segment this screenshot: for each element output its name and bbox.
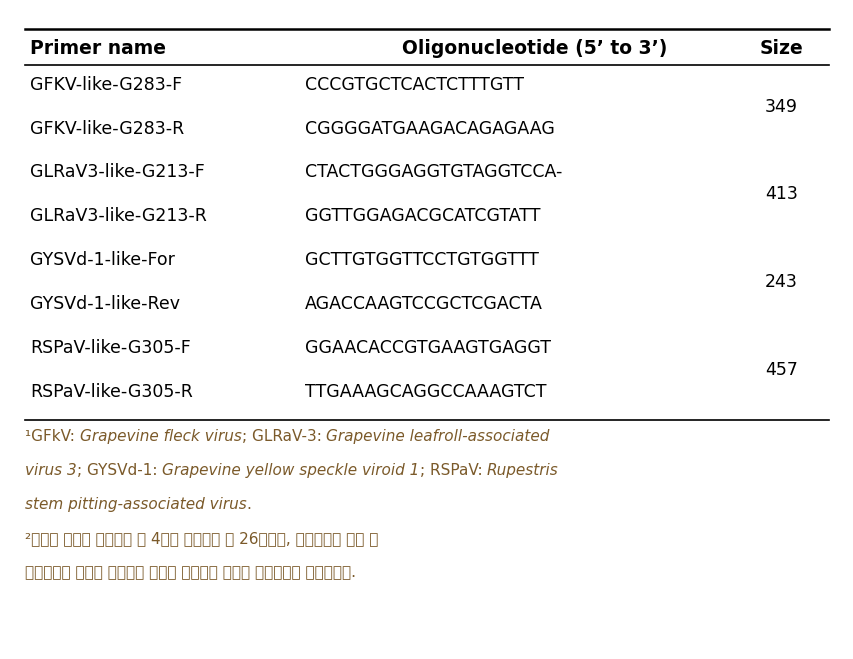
Text: 413: 413	[764, 185, 797, 203]
Text: AGACCAAGTCCGCTCGACTA: AGACCAAGTCCGCTCGACTA	[305, 295, 543, 313]
Text: ²포도에 보고된 병원체는 위 4종을 포함하여 씽 26종이며, 보고서에는 이번 유: ²포도에 보고된 병원체는 위 4종을 포함하여 씽 26종이며, 보고서에는 …	[25, 531, 378, 546]
Text: GLRaV3-like-G213-R: GLRaV3-like-G213-R	[30, 207, 206, 225]
Text: ; GYSVd-1:: ; GYSVd-1:	[77, 463, 162, 478]
Text: GGAACACCGTGAAGTGAGGT: GGAACACCGTGAAGTGAGGT	[305, 339, 550, 357]
Text: GYSVd-1-like-Rev: GYSVd-1-like-Rev	[30, 295, 180, 313]
Text: 243: 243	[764, 273, 797, 291]
Text: TTGAAAGCAGGCCAAAGTCT: TTGAAAGCAGGCCAAAGTCT	[305, 383, 546, 401]
Text: Oligonucleotide (5’ to 3’): Oligonucleotide (5’ to 3’)	[402, 40, 667, 59]
Text: Grapevine yellow speckle viroid 1: Grapevine yellow speckle viroid 1	[162, 463, 419, 478]
Text: CTACTGGGAGGTGTAGGTCCA-: CTACTGGGAGGTGTAGGTCCA-	[305, 163, 562, 181]
Text: 349: 349	[764, 98, 797, 116]
Text: Grapevine leafroll-associated: Grapevine leafroll-associated	[326, 429, 549, 444]
Text: GYSVd-1-like-For: GYSVd-1-like-For	[30, 251, 175, 269]
Text: ; GLRaV-3:: ; GLRaV-3:	[241, 429, 326, 444]
Text: .: .	[247, 497, 252, 512]
Text: Rupestris: Rupestris	[486, 463, 558, 478]
Text: CCCGTGCTCACTCTTTGTT: CCCGTGCTCACTCTTTGTT	[305, 76, 524, 94]
Text: Primer name: Primer name	[30, 40, 165, 59]
Text: GFKV-like-G283-F: GFKV-like-G283-F	[30, 76, 182, 94]
Text: RSPaV-like-G305-F: RSPaV-like-G305-F	[30, 339, 190, 357]
Text: ¹GFkV:: ¹GFkV:	[25, 429, 79, 444]
Text: ; RSPaV:: ; RSPaV:	[419, 463, 486, 478]
Text: GFKV-like-G283-R: GFKV-like-G283-R	[30, 120, 184, 138]
Text: virus 3: virus 3	[25, 463, 77, 478]
Text: Grapevine fleck virus: Grapevine fleck virus	[79, 429, 241, 444]
Text: 457: 457	[764, 361, 797, 379]
Text: Size: Size	[759, 40, 803, 59]
Text: stem pitting-associated virus: stem pitting-associated virus	[25, 497, 247, 512]
Text: GCTTGTGGTTCCTGTGGTTT: GCTTGTGGTTCCTGTGGTTT	[305, 251, 538, 269]
Text: GLRaV3-like-G213-F: GLRaV3-like-G213-F	[30, 163, 205, 181]
Text: CGGGGATGAAGACAGAGAAG: CGGGGATGAAGACAGAGAAG	[305, 120, 554, 138]
Text: GGTTGGAGACGCATCGTATT: GGTTGGAGACGCATCGTATT	[305, 207, 540, 225]
Text: RSPaV-like-G305-R: RSPaV-like-G305-R	[30, 383, 193, 401]
Text: 전자원으로 송융한 포도에서 검출된 병원체의 진단용 프라이머를 기입하였음.: 전자원으로 송융한 포도에서 검출된 병원체의 진단용 프라이머를 기입하였음.	[25, 565, 356, 580]
